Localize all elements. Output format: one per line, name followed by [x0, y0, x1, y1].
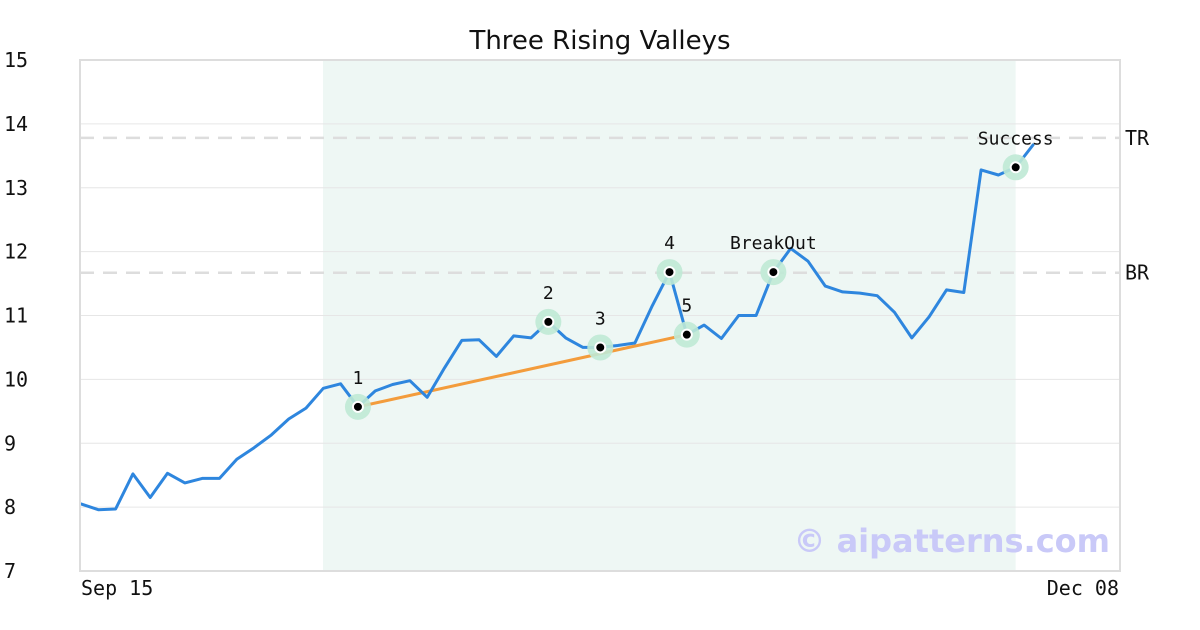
y-tick-label: 9	[4, 431, 16, 455]
point-label: 2	[543, 283, 554, 304]
point-marker	[542, 315, 555, 328]
reference-line-label: BR	[1125, 261, 1150, 285]
y-tick-label: 7	[4, 559, 16, 583]
y-tick-label: 15	[4, 48, 28, 72]
point-marker	[1009, 161, 1022, 174]
trendline	[356, 333, 689, 409]
y-axis-ticks: 7 8 9 10 11 12 13 14 15	[4, 48, 28, 583]
plot-frame	[79, 59, 1121, 572]
y-tick-label: 13	[4, 176, 28, 200]
y-tick-label: 8	[4, 495, 16, 519]
point-marker	[767, 266, 780, 279]
x-tick-label: Sep 15	[81, 576, 153, 600]
point-label: 1	[353, 368, 364, 389]
gridlines	[80, 123, 1120, 508]
point-marker	[663, 266, 676, 279]
y-tick-label: 12	[4, 240, 28, 264]
y-tick-label: 11	[4, 304, 28, 328]
point-label: 4	[664, 233, 675, 254]
watermark: © aipatterns.com	[793, 522, 1110, 560]
x-axis-ticks: Sep 15 Dec 08	[81, 576, 1119, 600]
point-label: Success	[978, 128, 1054, 149]
pattern-points: 1 2 3 4 5 BreakOut Success	[344, 128, 1054, 420]
point-label: BreakOut	[730, 233, 817, 254]
y-tick-label: 14	[4, 112, 28, 136]
point-label: 3	[595, 308, 606, 329]
y-tick-label: 10	[4, 367, 28, 391]
point-marker	[351, 400, 364, 413]
chart-title: Three Rising Valleys	[468, 26, 730, 56]
point-label: 5	[681, 296, 692, 317]
trendline-segment	[356, 333, 689, 409]
x-tick-label: Dec 08	[1047, 576, 1119, 600]
point-marker	[594, 341, 607, 354]
reference-line-label: TR	[1125, 126, 1150, 150]
reference-lines: TR BR	[80, 126, 1150, 285]
point-marker	[680, 328, 693, 341]
